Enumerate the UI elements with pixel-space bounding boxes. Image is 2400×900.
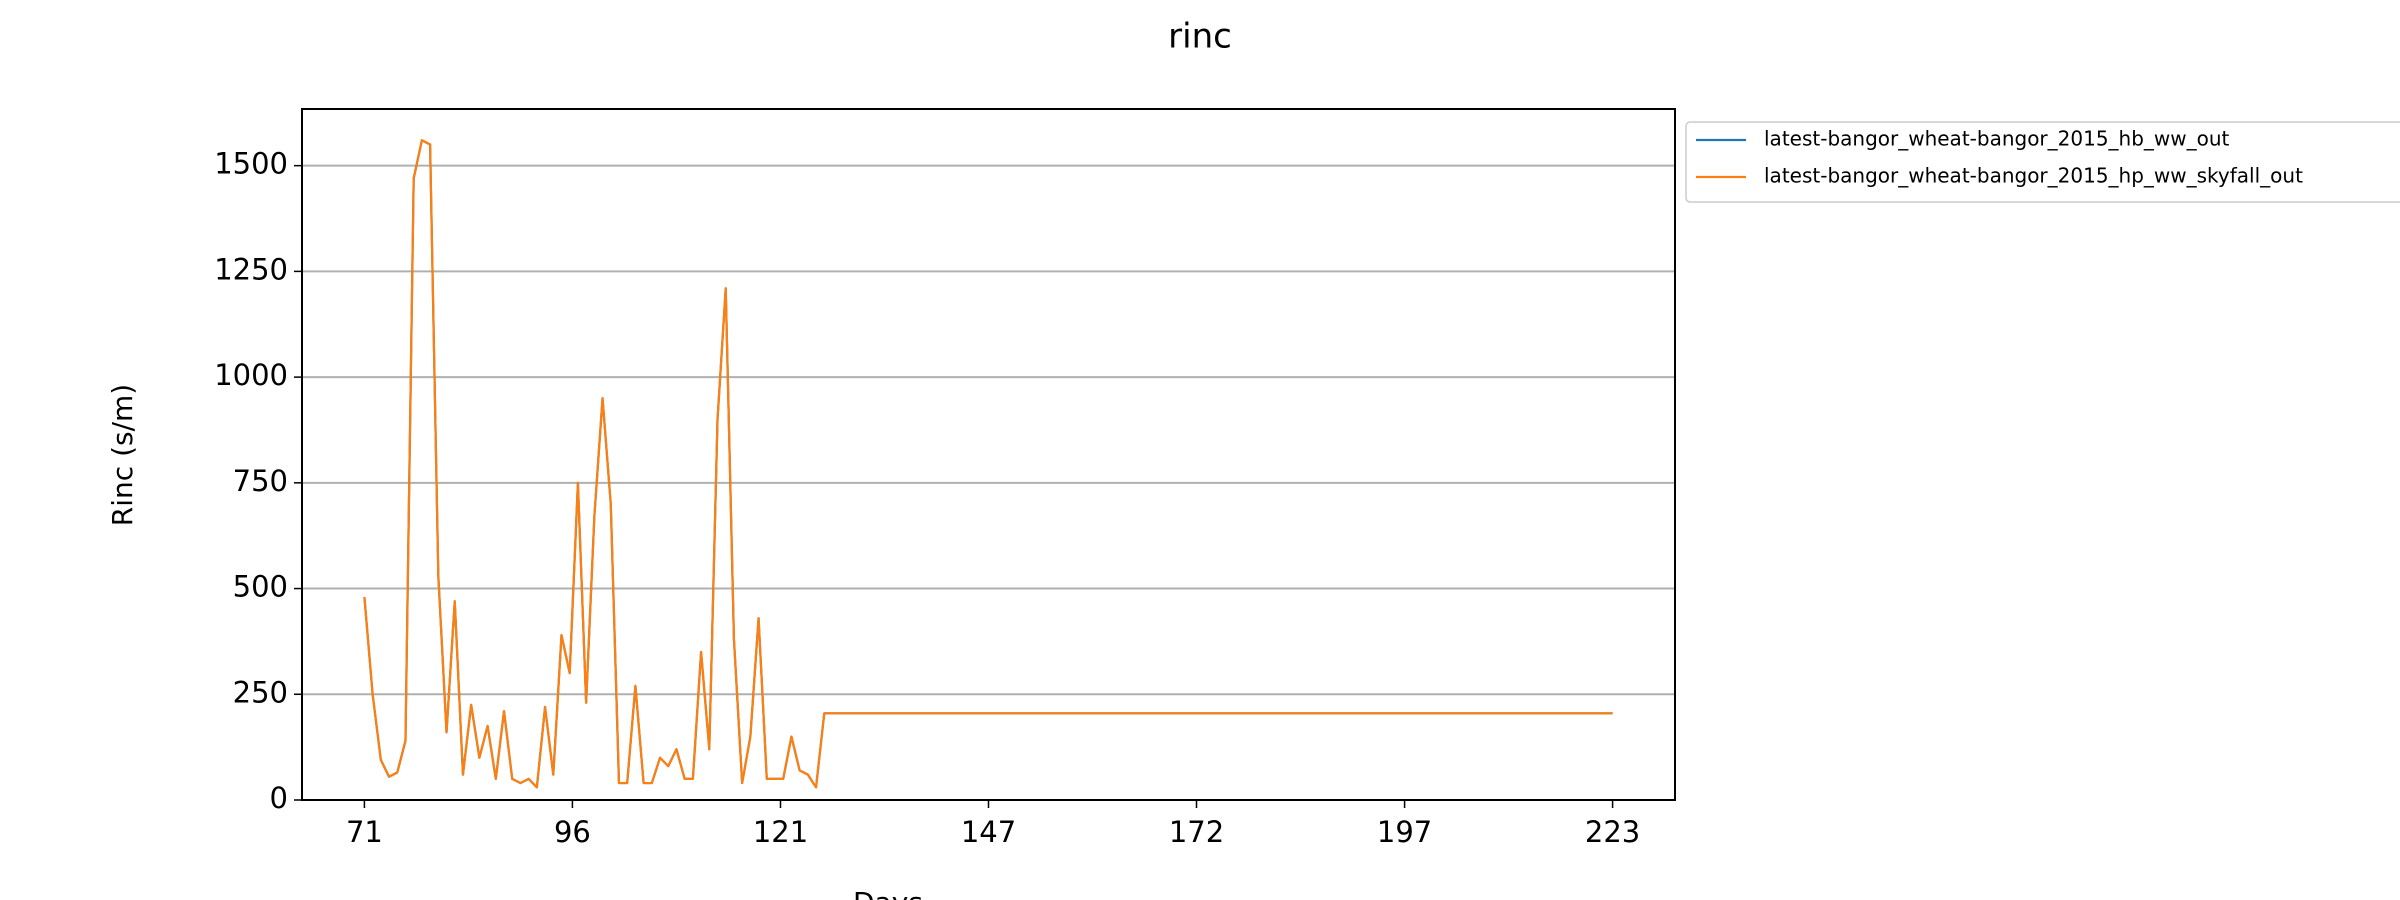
x-tick-label: 71 xyxy=(346,815,383,849)
y-tick-label: 750 xyxy=(233,464,288,498)
y-tick-label: 250 xyxy=(233,675,288,709)
x-tick-label: 96 xyxy=(554,815,591,849)
plot-frame xyxy=(301,108,1676,801)
y-tick-label: 1000 xyxy=(214,358,288,392)
legend-label: latest-bangor_wheat-bangor_2015_hb_ww_ou… xyxy=(1764,127,2230,151)
chart-title: rinc xyxy=(1168,17,1232,57)
legend-label: latest-bangor_wheat-bangor_2015_hp_ww_sk… xyxy=(1764,164,2303,188)
x-tick-label: 172 xyxy=(1169,815,1224,849)
y-tick-label: 1500 xyxy=(214,147,288,181)
x-axis-label: Days xyxy=(853,886,923,900)
x-tick-label: 197 xyxy=(1377,815,1432,849)
x-tick-label: 223 xyxy=(1585,815,1640,849)
y-tick-label: 0 xyxy=(270,781,288,815)
x-tick-label: 147 xyxy=(961,815,1016,849)
legend-box xyxy=(1685,121,2400,203)
y-tick-label: 500 xyxy=(233,570,288,604)
y-tick-label: 1250 xyxy=(214,252,288,286)
y-axis-label: Rinc (s/m) xyxy=(106,384,139,526)
data-line xyxy=(363,139,1613,789)
data-line xyxy=(363,139,1613,789)
x-tick-label: 121 xyxy=(753,815,808,849)
